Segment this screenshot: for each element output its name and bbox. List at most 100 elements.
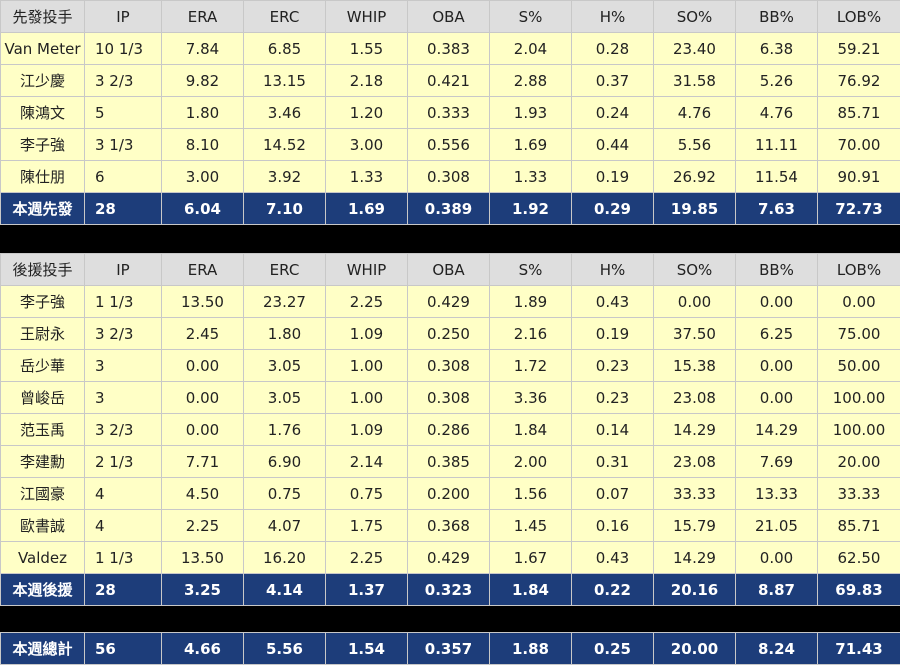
summary-lob-pct: 69.83 [818,574,900,606]
summary-oba: 0.323 [408,574,490,606]
column-header-so-pct: SO% [654,254,736,286]
cell-erc: 6.90 [244,446,326,478]
cell-whip: 3.00 [326,129,408,161]
cell-bb-pct: 0.00 [736,350,818,382]
cell-pitcher-name: 陳仕朋 [1,161,85,193]
column-header-whip: WHIP [326,1,408,33]
cell-h-pct: 0.43 [572,286,654,318]
cell-era: 7.71 [162,446,244,478]
cell-erc: 3.92 [244,161,326,193]
cell-oba: 0.368 [408,510,490,542]
cell-bb-pct: 5.26 [736,65,818,97]
cell-h-pct: 0.23 [572,382,654,414]
cell-lob-pct: 50.00 [818,350,900,382]
column-header-s-pct: S% [490,1,572,33]
column-header-oba: OBA [408,254,490,286]
cell-pitcher-name: 江少慶 [1,65,85,97]
summary-whip: 1.69 [326,193,408,225]
column-header-s-pct: S% [490,254,572,286]
cell-h-pct: 0.24 [572,97,654,129]
cell-h-pct: 0.16 [572,510,654,542]
cell-so-pct: 4.76 [654,97,736,129]
cell-whip: 1.00 [326,350,408,382]
cell-h-pct: 0.44 [572,129,654,161]
cell-oba: 0.250 [408,318,490,350]
total-so-pct: 20.00 [654,633,736,665]
cell-bb-pct: 0.00 [736,542,818,574]
cell-era: 0.00 [162,350,244,382]
section-separator [0,225,900,253]
cell-h-pct: 0.23 [572,350,654,382]
cell-lob-pct: 0.00 [818,286,900,318]
section-header-label: 先發投手 [1,1,85,33]
cell-bb-pct: 21.05 [736,510,818,542]
cell-oba: 0.308 [408,382,490,414]
summary-era: 6.04 [162,193,244,225]
cell-ip: 3 1/3 [85,129,162,161]
cell-whip: 1.55 [326,33,408,65]
column-header-bb-pct: BB% [736,1,818,33]
cell-oba: 0.429 [408,286,490,318]
cell-whip: 2.18 [326,65,408,97]
total-s-pct: 1.88 [490,633,572,665]
section-header-label: 後援投手 [1,254,85,286]
cell-ip: 6 [85,161,162,193]
cell-so-pct: 14.29 [654,542,736,574]
summary-h-pct: 0.29 [572,193,654,225]
cell-bb-pct: 14.29 [736,414,818,446]
cell-pitcher-name: 李子強 [1,286,85,318]
cell-pitcher-name: 陳鴻文 [1,97,85,129]
cell-pitcher-name: 王尉永 [1,318,85,350]
cell-erc: 4.07 [244,510,326,542]
cell-pitcher-name: Valdez [1,542,85,574]
total-bb-pct: 8.24 [736,633,818,665]
cell-h-pct: 0.37 [572,65,654,97]
cell-so-pct: 5.56 [654,129,736,161]
cell-whip: 1.09 [326,318,408,350]
column-header-ip: IP [85,1,162,33]
cell-so-pct: 15.38 [654,350,736,382]
cell-era: 8.10 [162,129,244,161]
cell-whip: 2.14 [326,446,408,478]
cell-h-pct: 0.14 [572,414,654,446]
cell-oba: 0.286 [408,414,490,446]
cell-so-pct: 23.08 [654,446,736,478]
summary-bb-pct: 7.63 [736,193,818,225]
cell-oba: 0.556 [408,129,490,161]
cell-so-pct: 14.29 [654,414,736,446]
cell-era: 4.50 [162,478,244,510]
cell-ip: 3 2/3 [85,318,162,350]
cell-bb-pct: 4.76 [736,97,818,129]
cell-pitcher-name: 歐書誠 [1,510,85,542]
summary-so-pct: 20.16 [654,574,736,606]
cell-whip: 1.33 [326,161,408,193]
column-header-erc: ERC [244,1,326,33]
cell-bb-pct: 6.25 [736,318,818,350]
summary-ip: 28 [85,574,162,606]
cell-erc: 3.05 [244,350,326,382]
cell-ip: 10 1/3 [85,33,162,65]
cell-s-pct: 2.16 [490,318,572,350]
cell-bb-pct: 7.69 [736,446,818,478]
cell-oba: 0.383 [408,33,490,65]
summary-s-pct: 1.84 [490,574,572,606]
cell-whip: 2.25 [326,542,408,574]
cell-era: 0.00 [162,382,244,414]
cell-s-pct: 1.69 [490,129,572,161]
cell-s-pct: 1.93 [490,97,572,129]
cell-s-pct: 1.56 [490,478,572,510]
cell-so-pct: 23.08 [654,382,736,414]
cell-s-pct: 2.88 [490,65,572,97]
summary-pitcher-name: 本週先發 [1,193,85,225]
column-header-h-pct: H% [572,254,654,286]
cell-oba: 0.200 [408,478,490,510]
cell-lob-pct: 59.21 [818,33,900,65]
